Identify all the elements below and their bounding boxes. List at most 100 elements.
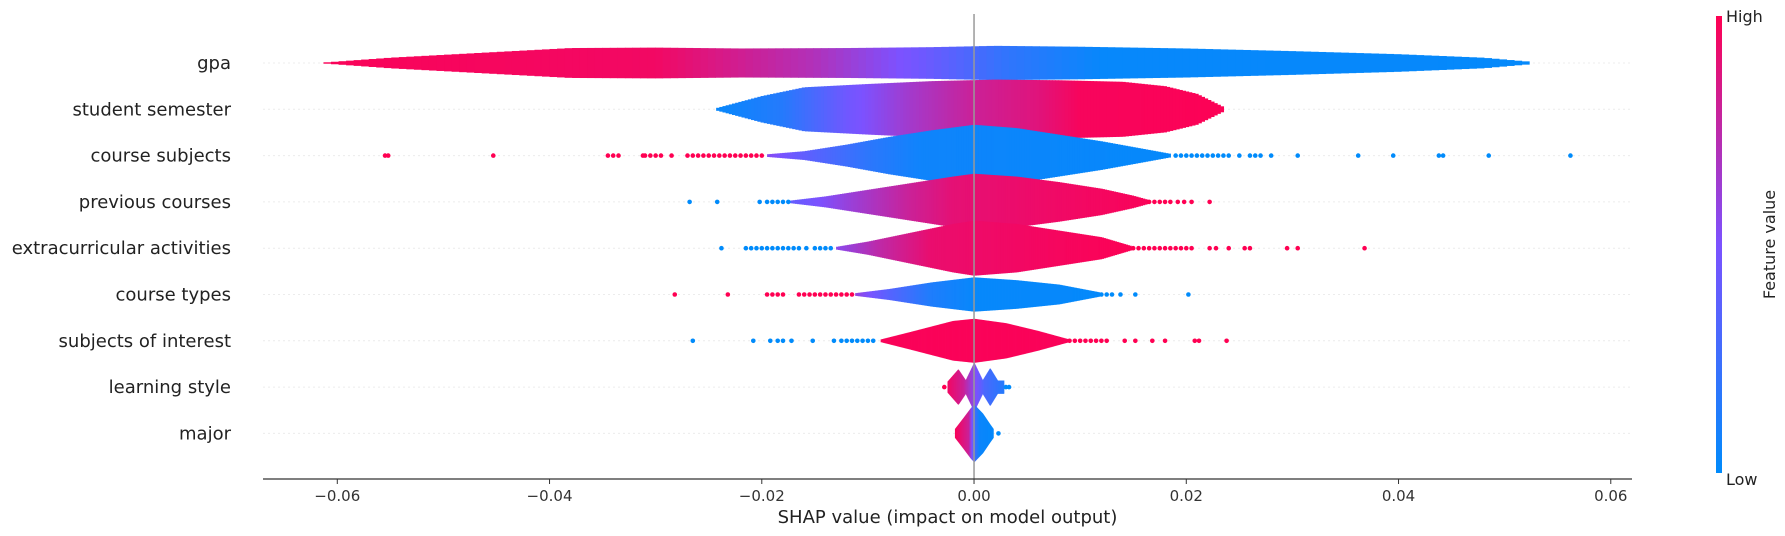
violin-slice (1001, 279, 1004, 310)
violin-slice (1083, 234, 1086, 262)
violin-slice (1003, 322, 1005, 359)
outlier-dot (849, 338, 855, 344)
violin-slice (1046, 228, 1049, 268)
violin-slice (905, 286, 908, 303)
violin-slice (888, 136, 892, 175)
violin-slice (978, 221, 981, 276)
outlier-dot (717, 153, 722, 158)
violin-slice (942, 281, 945, 308)
violin-slice (865, 84, 869, 135)
violin-slice (907, 183, 910, 221)
violin-slice (1070, 184, 1074, 220)
outlier-dot (1083, 338, 1088, 344)
violin-slice (865, 241, 869, 255)
outlier-dot (750, 338, 756, 344)
violin-slice (815, 197, 818, 207)
violin-slice (941, 226, 944, 271)
violin-slice (969, 80, 974, 139)
violin-slice (930, 228, 933, 268)
violin-slice (1081, 185, 1085, 218)
violin-slice (1159, 48, 1168, 78)
violin-slice (980, 277, 983, 312)
outlier-dot (1242, 245, 1247, 251)
violin-slice (860, 141, 864, 170)
violin-slice (922, 181, 926, 223)
violin-slice (909, 232, 913, 264)
violin-slice (871, 291, 875, 298)
violin-slice (876, 290, 879, 299)
violin-slice (896, 287, 899, 302)
violin-slice (919, 329, 921, 353)
violin-slice (989, 278, 992, 311)
violin-slice (1119, 193, 1123, 211)
violin-slice (1047, 333, 1050, 348)
outlier-dot (1436, 153, 1442, 158)
violin-slice (1333, 52, 1342, 74)
violin-slice (945, 280, 948, 309)
violin-slice (1133, 196, 1137, 208)
violin-slice (912, 81, 917, 137)
outlier-dot (616, 153, 621, 158)
violin-slice (983, 278, 986, 311)
violin-slice (1115, 81, 1120, 137)
violin-slice (1005, 223, 1009, 274)
outlier-dot (786, 245, 791, 251)
outlier-dot (690, 153, 696, 158)
violin-slice (1004, 127, 1008, 184)
violin-slice (1108, 239, 1112, 257)
violin-slice (974, 173, 978, 230)
outlier-dot (764, 199, 770, 205)
violin-slice (958, 175, 962, 229)
x-tick-label: −0.02 (739, 487, 785, 505)
violin-slice (882, 187, 886, 217)
violin-slice (1059, 182, 1063, 222)
outlier-dot (648, 153, 653, 158)
violin-slice (1122, 47, 1131, 79)
violin-slice (1079, 185, 1083, 219)
violin-slice (1491, 58, 1500, 68)
violin-slice (1125, 82, 1129, 137)
violin-slice (1378, 53, 1387, 73)
outlier-dot (817, 292, 823, 297)
violin-slice (436, 55, 445, 71)
violin-slice (843, 245, 846, 251)
violin-slice (976, 173, 980, 230)
outlier-dot (1003, 384, 1009, 390)
violin-slice (894, 287, 897, 302)
violin-slice (903, 286, 907, 303)
violin-slice (1182, 48, 1191, 78)
violin-slice (1054, 335, 1057, 346)
violin-slice (1001, 79, 1006, 139)
violin-slice (920, 283, 923, 306)
violin-slice (792, 152, 796, 160)
violin-slice (1010, 279, 1013, 310)
violin-slice (1088, 186, 1092, 217)
violin-slice (1020, 326, 1023, 355)
violin-slice (923, 131, 927, 180)
violin-slice (730, 48, 739, 78)
violin-slice (797, 199, 801, 205)
violin-slice (948, 127, 952, 184)
violin-slice (852, 84, 857, 134)
violin-slice (1095, 187, 1099, 216)
violin-slice (1093, 81, 1098, 138)
outlier-dot (780, 292, 786, 297)
violin-slice (1521, 61, 1530, 65)
violin-slice (1024, 46, 1033, 80)
violin-slice (1039, 80, 1044, 139)
violin-slice (639, 47, 649, 79)
violin-slice (728, 104, 733, 115)
violin-slice (1119, 144, 1124, 167)
violin-slice (801, 87, 806, 132)
violin-slice (884, 338, 886, 344)
violin-slice (1042, 332, 1045, 350)
violin-slice (895, 135, 899, 176)
violin-slice (858, 243, 861, 254)
outlier-dot (823, 292, 828, 297)
violin-slice (1150, 150, 1154, 161)
violin-slice (981, 221, 985, 276)
violin-slice (890, 288, 893, 301)
violin-slice (987, 221, 990, 275)
violin-slice (1118, 81, 1123, 137)
violin-slice (814, 149, 819, 162)
